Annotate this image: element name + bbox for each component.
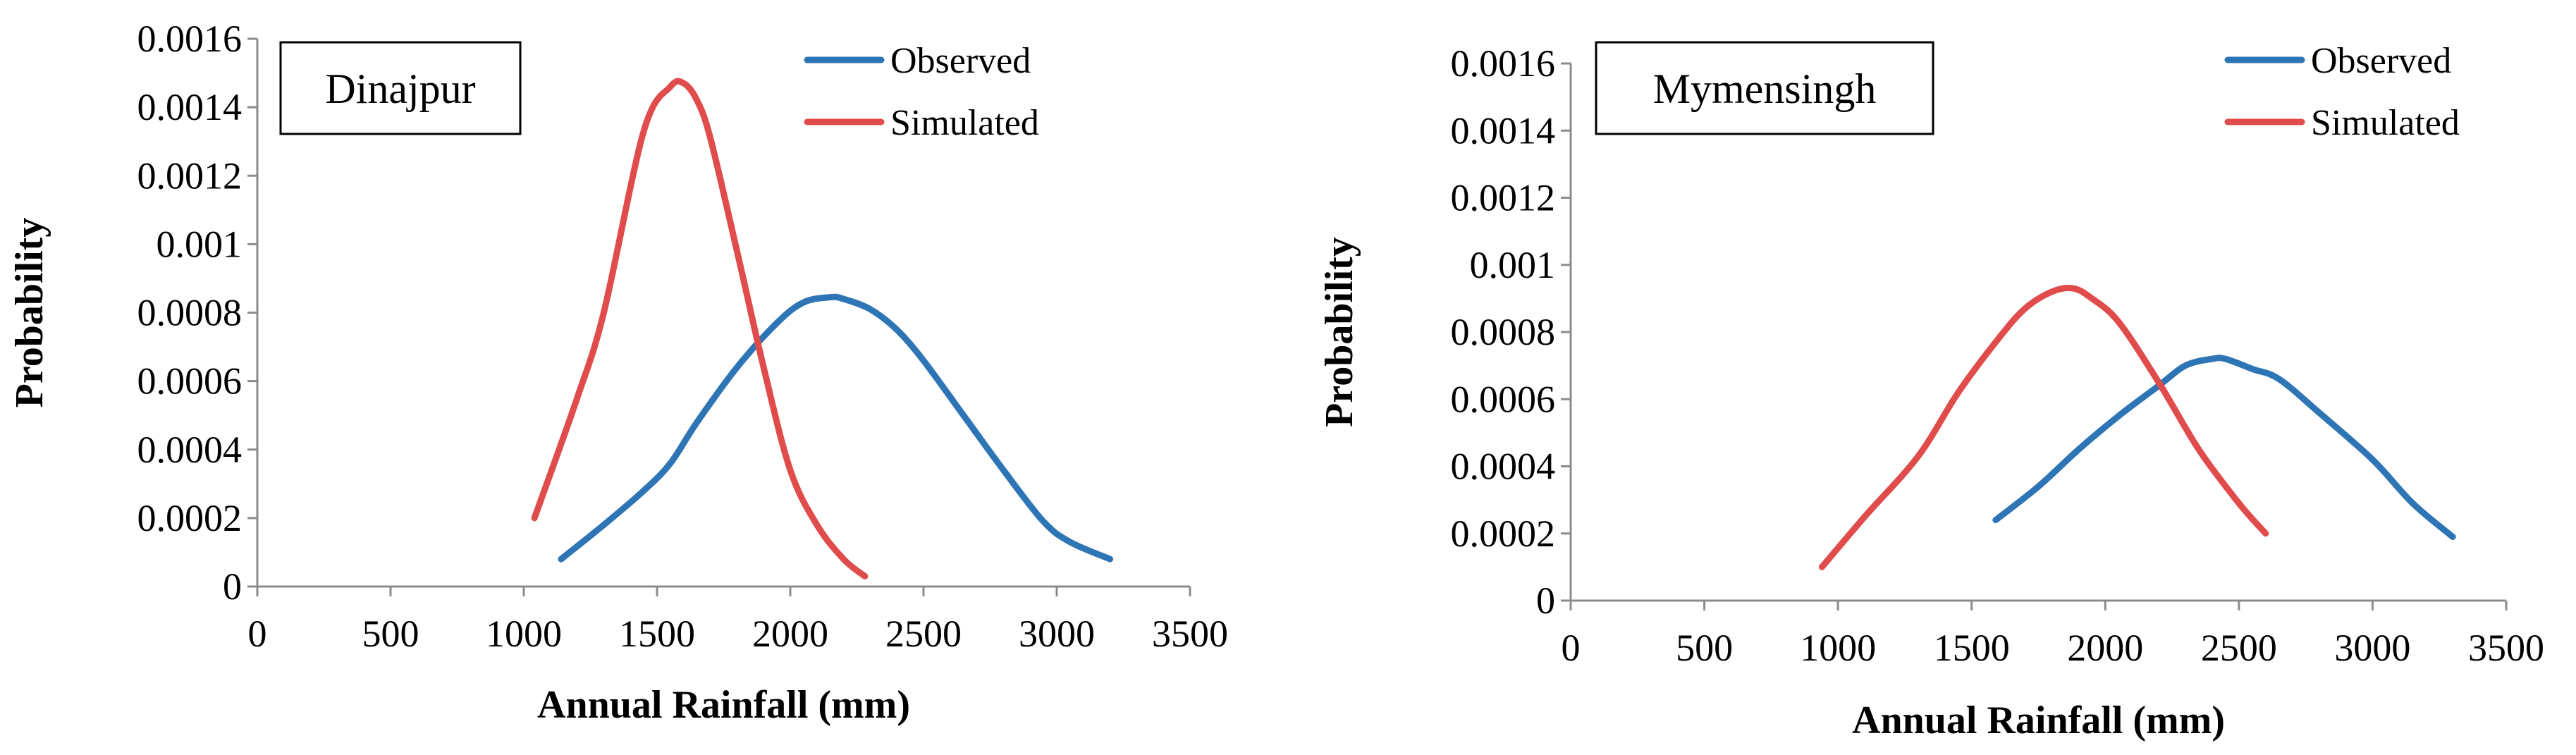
y-tick-label: 0.0008 — [137, 292, 243, 334]
y-tick-label: 0.0006 — [1451, 378, 1556, 420]
y-axis-title: Probability — [8, 218, 51, 408]
legend-label-simulated: Simulated — [2311, 103, 2460, 143]
y-tick-label: 0.001 — [1470, 244, 1556, 286]
legend-label-observed: Observed — [2311, 41, 2451, 81]
x-tick-label: 3000 — [2334, 627, 2410, 669]
y-tick-label: 0.0014 — [137, 86, 243, 128]
y-tick-label: 0.0004 — [1451, 446, 1556, 488]
x-tick-label: 1000 — [486, 613, 562, 655]
x-tick-label: 2500 — [885, 613, 962, 655]
y-tick-label: 0.0002 — [1451, 512, 1556, 555]
x-tick-label: 1500 — [1934, 627, 2010, 669]
x-tick-label: 0 — [248, 613, 267, 655]
x-tick-label: 500 — [1676, 627, 1733, 669]
y-tick-label: 0 — [1536, 579, 1555, 622]
x-tick-label: 0 — [1562, 627, 1581, 669]
y-axis-title: Probability — [1318, 237, 1361, 427]
y-tick-label: 0.0012 — [1451, 177, 1556, 219]
y-tick-label: 0.0008 — [1451, 311, 1556, 353]
series-line-simulated — [531, 78, 869, 579]
chart-title: Mymensingh — [1653, 66, 1877, 112]
x-tick-label: 3000 — [1019, 613, 1095, 655]
y-tick-label: 0.0016 — [1451, 42, 1556, 85]
x-tick-label: 2000 — [752, 613, 828, 655]
y-tick-label: 0.001 — [157, 223, 243, 265]
x-tick-label: 1000 — [1800, 627, 1876, 669]
chart-title: Dinajpur — [325, 66, 475, 112]
chart-title-box — [1595, 41, 1934, 135]
y-tick-label: 0.0014 — [1451, 109, 1556, 152]
chart-mymensingh: 0 0.0002 0.0004 0.0006 0.0008 0.001 0.0012 0.00… — [1318, 41, 2544, 742]
x-tick-label: 500 — [362, 613, 419, 655]
legend-label-simulated: Simulated — [890, 103, 1039, 143]
chart-dinajpur: 0 0.0002 0.0004 0.0006 0.0008 0.001 0.0012 0.00… — [8, 18, 1228, 727]
x-tick-label: 1500 — [619, 613, 695, 655]
y-tick-label: 0 — [223, 565, 242, 608]
x-tick-label: 3500 — [1152, 613, 1228, 655]
x-tick-label: 2500 — [2201, 627, 2277, 669]
legend-label-observed: Observed — [890, 41, 1031, 81]
series-line-observed — [1992, 355, 2456, 541]
y-tick-label: 0.0004 — [137, 429, 243, 471]
series-line-observed — [558, 293, 1114, 563]
y-tick-label: 0.0006 — [137, 360, 243, 403]
y-tick-label: 0.0012 — [137, 154, 243, 197]
y-tick-label: 0.0016 — [137, 18, 243, 60]
series-line-simulated — [1818, 284, 2269, 570]
chart-title-box — [279, 41, 522, 135]
x-tick-label: 2000 — [2067, 627, 2143, 669]
y-tick-label: 0.0002 — [137, 497, 243, 539]
x-axis-title: Annual Rainfall (mm) — [1852, 699, 2225, 742]
x-axis-title: Annual Rainfall (mm) — [537, 683, 910, 727]
x-tick-label: 3500 — [2468, 627, 2544, 669]
